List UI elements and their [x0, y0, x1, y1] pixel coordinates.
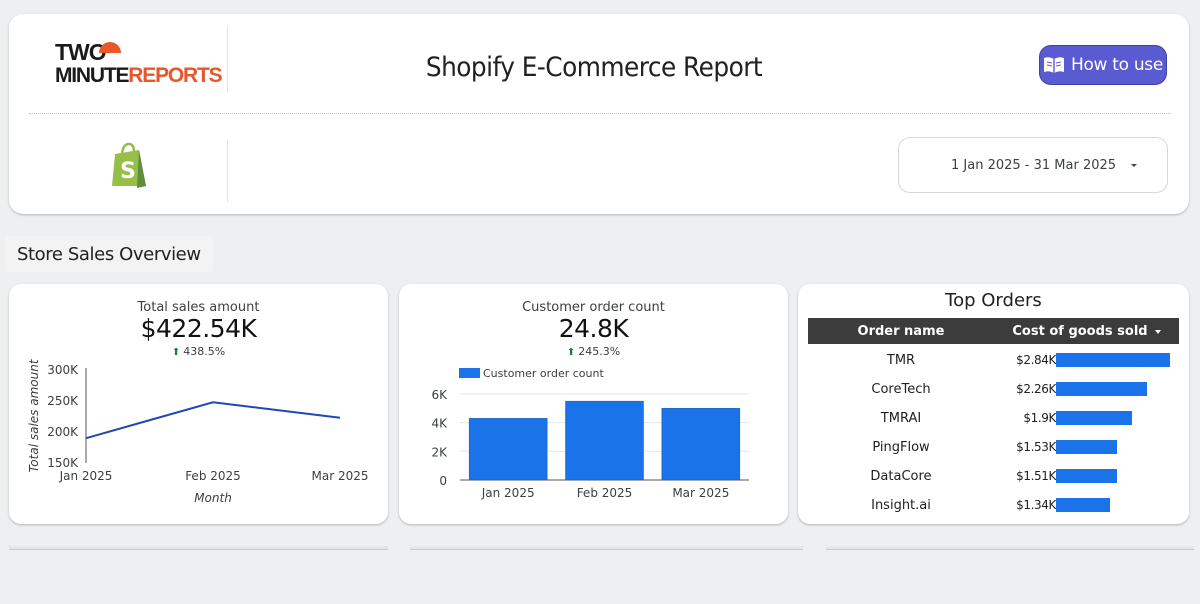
two-minute-reports-logo: TWO MINUTEREPORTS	[55, 39, 223, 88]
sales-card: Total sales amount $422.54K ⬆ 438.5% 300K…	[9, 284, 388, 524]
series-line	[85, 401, 341, 440]
y-tick-label: 300K	[47, 363, 79, 377]
order-name: CoreTech	[871, 382, 931, 397]
order-name: Insight.ai	[871, 498, 931, 513]
divider	[227, 140, 228, 202]
x-tick-label: Jan 2025	[481, 486, 535, 500]
order-name: PingFlow	[872, 440, 930, 455]
date-range-picker[interactable]: 1 Jan 2025 - 31 Mar 2025	[898, 137, 1168, 193]
cost-value: $1.9K	[1023, 411, 1056, 425]
table-header: Order name Cost of goods sold	[808, 318, 1179, 344]
bar	[661, 408, 741, 481]
kpi-delta: ⬆ 245.3%	[566, 345, 621, 358]
date-range-label: 1 Jan 2025 - 31 Mar 2025	[951, 157, 1117, 173]
x-tick-label: Feb 2025	[577, 486, 633, 500]
table-row[interactable]: TMR $2.84K	[808, 346, 1179, 375]
top-orders-card: Top Orders Order name Cost of goods sold…	[798, 284, 1189, 524]
how-to-use-label: How to use	[1070, 55, 1164, 75]
page-title: Shopify E-Commerce Report	[425, 52, 763, 83]
y-tick-label: 4K	[431, 417, 448, 431]
logo-line1: TWO	[55, 39, 107, 65]
bar	[565, 400, 644, 481]
column-header-order-name[interactable]: Order name	[857, 324, 945, 339]
cost-value: $1.34K	[1016, 498, 1056, 512]
y-tick-label: 6K	[431, 388, 448, 402]
cost-bar	[1056, 411, 1133, 425]
orders-bar-chart: 6K 4K 2K 0 Customer order count Jan 2025 Feb 2…	[431, 367, 749, 500]
kpi-value: $422.54K	[140, 314, 257, 343]
kpi-delta: ⬆ 438.5%	[171, 345, 226, 358]
legend-swatch	[459, 368, 480, 378]
y-axis-label: Total sales amount	[27, 358, 41, 472]
section-title: Store Sales Overview	[5, 236, 213, 272]
y-tick-label: 200K	[47, 425, 79, 439]
x-tick-label: Feb 2025	[185, 469, 241, 483]
y-tick-label: 0	[439, 474, 447, 488]
shopify-bag-icon: S	[112, 142, 146, 188]
table-row[interactable]: DataCore $1.51K	[808, 462, 1179, 491]
arrow-up-icon: ⬆	[566, 347, 576, 358]
card-edge	[410, 546, 803, 550]
table-row[interactable]: CoreTech $2.26K	[808, 375, 1179, 404]
cost-bar	[1056, 469, 1117, 483]
x-tick-label: Jan 2025	[59, 469, 113, 483]
dotted-divider	[29, 113, 1171, 114]
top-orders-title: Top Orders	[945, 290, 1042, 311]
cost-bar	[1056, 353, 1170, 367]
divider	[227, 26, 228, 92]
cost-value: $2.26K	[1016, 382, 1056, 396]
arrow-up-icon: ⬆	[171, 347, 181, 358]
cost-value: $1.53K	[1016, 440, 1056, 454]
sort-desc-icon	[1154, 329, 1161, 334]
bar	[468, 418, 548, 481]
order-name: TMRAI	[880, 411, 922, 426]
order-name: DataCore	[870, 469, 932, 484]
y-tick-label: 250K	[47, 394, 79, 408]
book-icon	[1043, 57, 1064, 73]
logo-half-circle-icon	[99, 42, 121, 53]
cost-bar	[1056, 440, 1118, 454]
card-edge	[826, 546, 1194, 550]
cost-value: $1.51K	[1016, 469, 1056, 483]
y-tick-label: 150K	[47, 456, 79, 470]
y-tick-label: 2K	[431, 445, 448, 459]
how-to-use-button[interactable]: How to use	[1039, 45, 1167, 85]
x-axis-label: Month	[194, 491, 232, 505]
legend-label: Customer order count	[483, 367, 604, 380]
x-tick-label: Mar 2025	[672, 486, 729, 500]
table-row[interactable]: Insight.ai $1.34K	[808, 491, 1179, 520]
card-edge	[9, 546, 388, 550]
x-tick-label: Mar 2025	[312, 469, 369, 483]
cost-bar	[1056, 382, 1147, 396]
kpi-value: 24.8K	[558, 314, 629, 343]
table-row[interactable]: PingFlow $1.53K	[808, 433, 1179, 462]
order-name: TMR	[886, 353, 916, 368]
header-card: TWO MINUTEREPORTS Shopify E-Commerce Rep…	[9, 14, 1189, 214]
cost-value: $2.84K	[1016, 353, 1056, 367]
kpi-label: Total sales amount	[137, 300, 260, 315]
orders-card: Customer order count 24.8K ⬆ 245.3% 6K 4K 2…	[399, 284, 788, 524]
chevron-down-icon	[1131, 164, 1137, 167]
svg-text:S: S	[120, 159, 136, 184]
cost-bar	[1056, 498, 1110, 512]
kpi-label: Customer order count	[522, 300, 665, 315]
table-row[interactable]: TMRAI $1.9K	[808, 404, 1179, 433]
column-header-cost[interactable]: Cost of goods sold	[994, 324, 1179, 339]
logo-line2: MINUTEREPORTS	[55, 64, 223, 87]
